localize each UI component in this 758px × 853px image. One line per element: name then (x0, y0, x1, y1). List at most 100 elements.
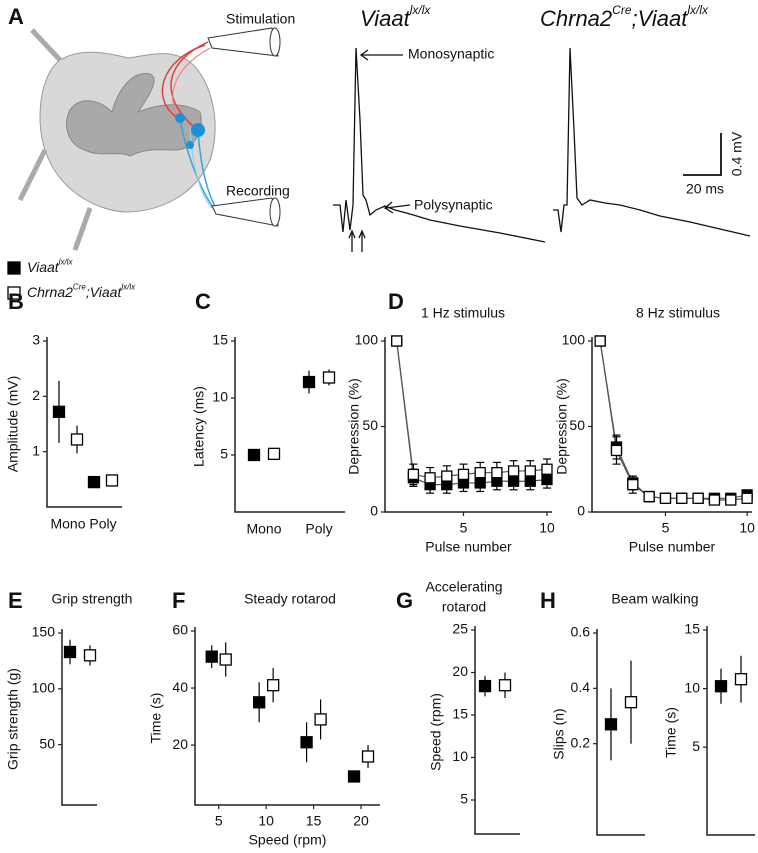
axis (61, 629, 97, 806)
rich-text: Chrna2Cre;Viaatlx/lx (27, 283, 136, 300)
marker (541, 463, 553, 475)
x-tick-label: 10 (539, 520, 555, 536)
y-tick-label: 60 (172, 622, 188, 638)
marker (624, 696, 638, 709)
marker (322, 371, 336, 384)
y-tick-label: 40 (172, 679, 188, 695)
marker (52, 405, 66, 418)
spinal-cord-schematic (17, 27, 281, 251)
superscript: Cre (73, 283, 86, 292)
panel-letter: H (540, 588, 556, 613)
y-tick-label: 15 (452, 706, 468, 722)
legend-marker (7, 261, 21, 275)
x-tick-label: 5 (215, 813, 223, 829)
marker (627, 478, 639, 491)
text-part: Viaat (360, 6, 411, 31)
rich-text: Viaatlx/lx (360, 3, 431, 30)
marker (253, 696, 266, 709)
chart-title: Accelerating (425, 579, 502, 595)
y-tick-label: 3 (32, 332, 40, 348)
y-axis-label: Speed (rpm) (428, 693, 444, 771)
axis (46, 337, 122, 508)
superscript: lx/lx (410, 3, 432, 17)
x-tick-label: Poly (305, 521, 332, 537)
arrow-head (383, 201, 394, 214)
marker (391, 335, 403, 347)
marker (692, 492, 704, 504)
panel-letter: G (396, 588, 413, 613)
panel-letter: C (195, 289, 211, 314)
marker (474, 467, 486, 479)
marker (524, 465, 536, 477)
marker (659, 492, 672, 504)
marker (741, 492, 753, 504)
y-tick-label: 50 (362, 417, 378, 433)
marker (407, 468, 420, 481)
y-tick-label: 5 (692, 738, 700, 754)
legend-marker (7, 286, 21, 300)
y-tick-label: 100 (562, 332, 586, 348)
panel-letter: D (388, 289, 404, 314)
trace-control (333, 47, 546, 243)
marker (267, 679, 280, 692)
marker (105, 474, 119, 487)
marker (604, 718, 618, 731)
series-line (599, 340, 748, 499)
label: Recording (226, 183, 290, 199)
marker (708, 494, 721, 506)
axis (194, 627, 380, 806)
x-tick-label: 5 (662, 520, 670, 536)
marker (63, 645, 77, 659)
panel-letter: F (172, 588, 185, 613)
x-tick-label: 10 (739, 520, 755, 536)
y-tick-label: 150 (32, 624, 56, 640)
series-line (599, 340, 748, 501)
traces (333, 47, 751, 252)
chart-title: 1 Hz stimulus (421, 305, 505, 321)
marker (347, 770, 361, 783)
marker (714, 680, 728, 693)
marker (610, 444, 623, 457)
marker (247, 448, 261, 462)
chart-title: Steady rotarod (244, 591, 336, 607)
y-tick-label: 100 (32, 680, 56, 696)
y-tick-label: 10 (684, 679, 700, 695)
marker (87, 475, 101, 489)
y-tick-label: 0 (370, 503, 378, 519)
y-tick-label: 10 (212, 389, 228, 405)
marker (491, 467, 503, 479)
x-tick-label: 20 (353, 813, 369, 829)
chart-title: 8 Hz stimulus (636, 305, 720, 321)
panel-letter: E (8, 588, 23, 613)
y-axis-label: Slips (n) (551, 708, 567, 759)
axis (591, 337, 752, 513)
superscript: Cre (612, 3, 632, 17)
arrow-head (359, 49, 369, 61)
y-axis-label: Latency (ms) (191, 386, 207, 467)
y-axis-label: Grip strength (g) (5, 668, 21, 770)
x-tick-label: 10 (258, 813, 274, 829)
marker (205, 650, 218, 663)
y-tick-label: 15 (684, 621, 700, 637)
superscript: lx/lx (687, 3, 709, 17)
y-axis-label: Time (s) (148, 693, 164, 744)
panel-letter: A (8, 4, 24, 29)
label: Monosynaptic (408, 46, 494, 62)
y-tick-label: 10 (452, 748, 468, 764)
x-axis-label: Pulse number (425, 539, 512, 555)
marker (83, 649, 97, 662)
text-part: Viaat (27, 259, 60, 275)
text-part: ;Viaat (632, 6, 689, 31)
marker (219, 653, 232, 666)
series-line (396, 340, 548, 479)
y-tick-label: 15 (212, 332, 228, 348)
series-line (396, 340, 548, 486)
arrow-head (358, 229, 366, 239)
label: Stimulation (226, 11, 295, 27)
text-part: Chrna2 (540, 6, 612, 31)
y-axis-label: Amplitude (mV) (5, 376, 21, 472)
arrow-head (348, 229, 356, 239)
y-axis-label: Depression (%) (554, 378, 570, 474)
text-part: ;Viaat (86, 284, 123, 300)
